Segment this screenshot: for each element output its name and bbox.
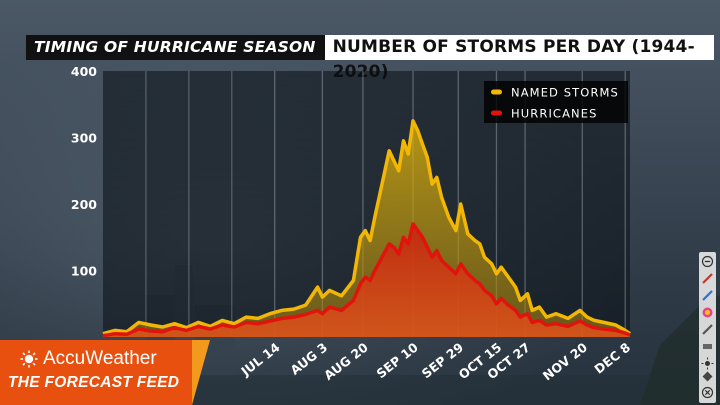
legend: NAMED STORMS HURRICANES [484, 81, 628, 123]
sun-logo-icon [20, 350, 38, 368]
legend-box [484, 81, 628, 123]
pencil-icon[interactable] [701, 323, 714, 336]
pen-icon[interactable] [701, 272, 714, 285]
accuweather-logo: AccuWeather [20, 348, 157, 370]
hurricanes-line [102, 222, 631, 338]
drawing-toolbar [699, 252, 716, 403]
sun-icon[interactable] [701, 357, 714, 370]
y-axis: 400 300 200 100 [71, 64, 97, 279]
marker-icon[interactable] [701, 370, 714, 383]
legend-swatch [491, 89, 502, 95]
brand-stripe [192, 340, 210, 405]
brand-logo-text: AccuWeather [43, 348, 157, 369]
y-tick-label: 300 [71, 131, 97, 146]
named-storms-area [103, 120, 630, 338]
y-tick-label: 200 [71, 197, 97, 212]
hurricanes-area [103, 223, 630, 337]
paint-icon[interactable] [701, 289, 714, 302]
legend-swatch [491, 110, 502, 116]
minus-circle-icon[interactable] [701, 255, 714, 268]
legend-label: HURRICANES [511, 107, 598, 121]
x-tick-label: AUG 20 [321, 339, 371, 383]
eraser-icon[interactable] [701, 340, 714, 353]
color-wheel-icon[interactable] [701, 306, 714, 319]
named-storms-line [102, 119, 631, 336]
x-tick-label: JUL 14 [237, 339, 282, 379]
legend-label: NAMED STORMS [511, 86, 619, 100]
title-left: TIMING OF HURRICANE SEASON [26, 35, 325, 60]
x-tick-label: DEC 8 [591, 340, 633, 377]
close-circle-icon[interactable] [701, 386, 714, 399]
brand-panel [0, 340, 192, 405]
y-tick-label: 100 [71, 264, 97, 279]
y-tick-label: 400 [71, 64, 97, 79]
x-tick-label: SEP 10 [373, 339, 421, 381]
series-areas [102, 119, 631, 338]
brand-feed-text: THE FORECAST FEED [8, 374, 180, 391]
x-tick-label: NOV 20 [540, 339, 591, 383]
